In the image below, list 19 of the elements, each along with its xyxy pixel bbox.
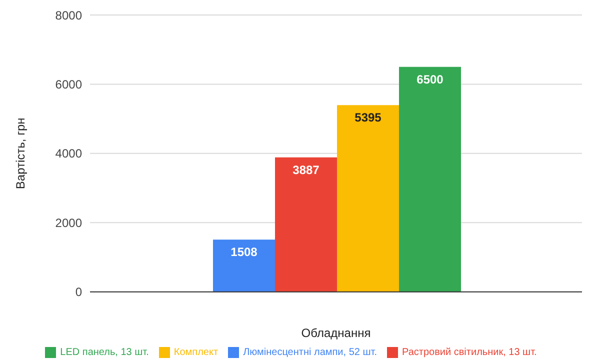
data-label: 3887 [292, 162, 320, 177]
y-tick-label: 0 [75, 285, 82, 300]
legend-label: Люмінесцентні лампи, 52 шт. [243, 347, 377, 358]
data-label: 5395 [354, 110, 382, 125]
y-tick-label: 4000 [55, 146, 82, 161]
y-tick-label: 6000 [55, 77, 82, 92]
legend-label: Комплект [174, 347, 218, 358]
legend-label: LED панель, 13 шт. [60, 347, 149, 358]
legend-label: Растровий світильник, 13 шт. [402, 347, 537, 358]
y-tick-label: 8000 [55, 8, 82, 22]
x-axis-title: Обладнання [301, 326, 371, 340]
bar [213, 240, 275, 292]
data-label: 1508 [230, 245, 258, 260]
data-label: 6500 [416, 72, 444, 86]
bar [399, 66, 461, 292]
bar [275, 157, 337, 292]
y-tick-label: 2000 [55, 216, 82, 230]
bar [337, 105, 399, 292]
y-axis-title: Вартість, грн [13, 118, 28, 190]
